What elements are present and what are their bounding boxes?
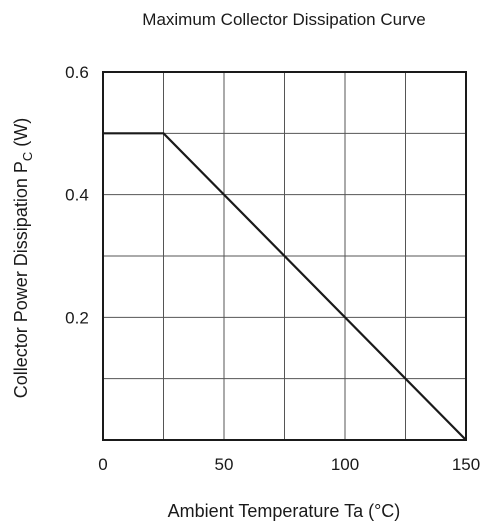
x-tick-label: 50	[215, 455, 234, 474]
x-tick-label: 100	[331, 455, 359, 474]
chart-title: Maximum Collector Dissipation Curve	[142, 10, 425, 29]
y-tick-label: 0.2	[65, 308, 89, 327]
y-tick-label: 0.4	[65, 186, 89, 205]
x-tick-label: 150	[452, 455, 480, 474]
y-axis-label-subscript: C	[20, 152, 35, 161]
y-tick-label: 0.6	[65, 63, 89, 82]
y-axis-label-main: Collector Power Dissipation P	[11, 161, 31, 398]
x-tick-label: 0	[98, 455, 107, 474]
series-layer	[103, 132, 467, 441]
dissipation-curve	[103, 132, 467, 441]
x-axis-label: Ambient Temperature Ta (°C)	[168, 501, 401, 521]
plot-frame	[102, 71, 467, 441]
y-axis-label: Collector Power Dissipation PC (W)	[11, 118, 35, 398]
grid-lines	[103, 72, 466, 440]
x-tick-labels: 0 50 100 150	[98, 455, 480, 474]
y-tick-labels: 0.6 0.4 0.2	[65, 63, 89, 327]
y-axis-label-unit: (W)	[11, 118, 31, 152]
